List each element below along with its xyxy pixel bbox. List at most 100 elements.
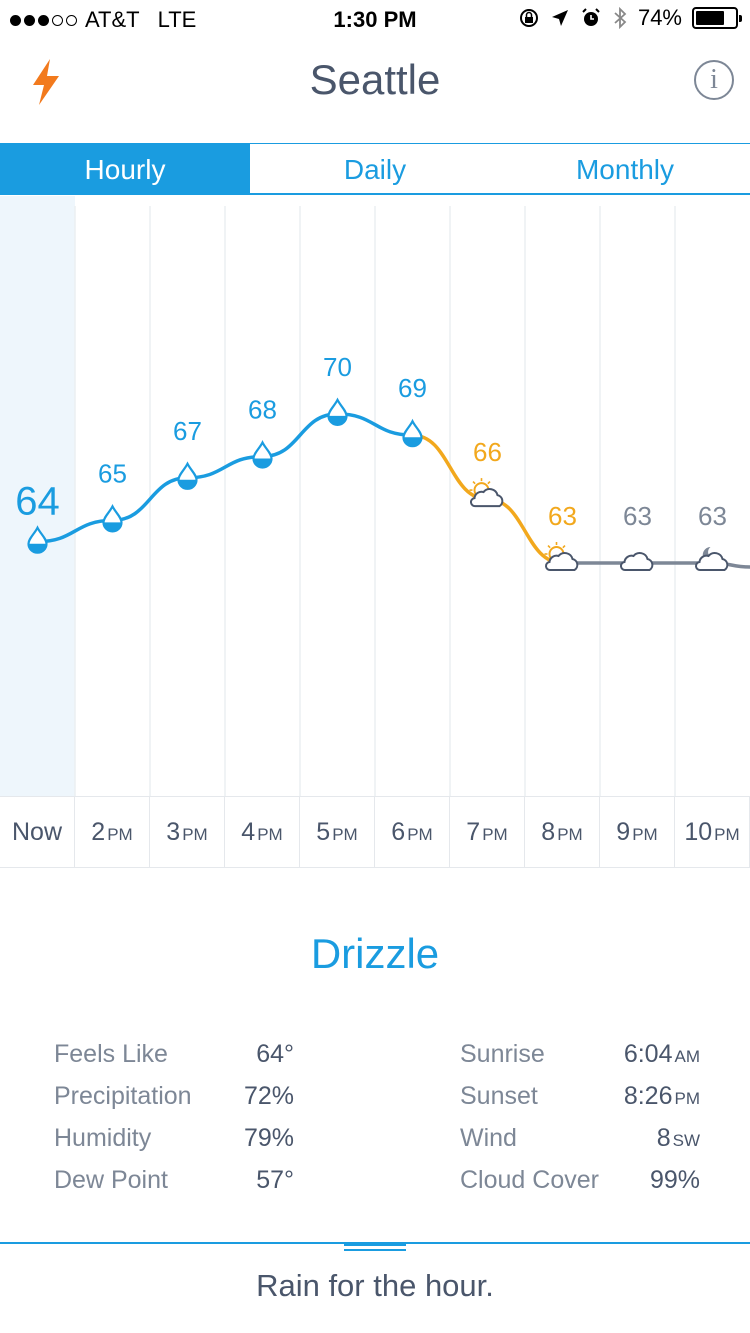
- drawer-handle-icon[interactable]: [344, 1244, 406, 1252]
- current-condition: Drizzle: [310, 930, 440, 977]
- hour-value: 8: [541, 818, 556, 846]
- hour-label[interactable]: 3 PM: [150, 797, 225, 867]
- raindrop-icon: [252, 440, 273, 469]
- hour-value: 2: [91, 818, 106, 846]
- hour-label[interactable]: 9 PM: [600, 797, 675, 867]
- info-icon[interactable]: i: [694, 60, 734, 100]
- hourly-chart[interactable]: 64 65 67 68 70 69 66 63 63 63 Now 2 PM 3 PM 4 PM 5 PM 6 PM 7…: [0, 196, 750, 869]
- temperature-line-segment: [262, 412, 338, 459]
- temperature-label: 67: [173, 416, 202, 446]
- status-bar: AT&T LTE 1:30 PM 74%: [0, 0, 750, 40]
- detail-row: Wind 8 SW: [460, 1119, 700, 1161]
- raindrop-icon: [102, 503, 123, 533]
- tab-hourly[interactable]: Hourly: [0, 144, 250, 193]
- detail-value-unit: AM: [674, 1047, 701, 1066]
- detail-row: Cloud Cover 99%: [460, 1161, 700, 1203]
- raindrop-icon: [27, 525, 48, 554]
- orientation-lock-icon: [519, 9, 538, 27]
- hour-labels-row: Now 2 PM 3 PM 4 PM 5 PM 6 PM 7 PM 8 PM 9 PM 10 PM: [0, 796, 750, 868]
- now-column-highlight: [0, 196, 75, 796]
- temperature-line-segment: [187, 454, 263, 480]
- detail-row: Feels Like 64°: [54, 1035, 294, 1077]
- hour-suffix: PM: [557, 825, 583, 844]
- hour-suffix: PM: [182, 825, 208, 844]
- app-header: Seattle i: [0, 40, 750, 140]
- detail-label: Cloud Cover: [460, 1166, 599, 1194]
- hour-label[interactable]: 4 PM: [225, 797, 300, 867]
- detail-label: Humidity: [54, 1124, 152, 1152]
- hour-label[interactable]: 6 PM: [375, 797, 450, 867]
- temperature-label: 64: [15, 480, 60, 524]
- detail-label: Precipitation: [54, 1082, 192, 1110]
- network-type: LTE: [157, 7, 197, 32]
- partly-cloudy-night-icon: [695, 547, 729, 571]
- hour-value: 5: [316, 818, 331, 846]
- detail-value-number: 6:04: [623, 1040, 673, 1068]
- detail-value-number: 99%: [649, 1166, 700, 1194]
- bluetooth-icon: [614, 6, 627, 30]
- temperature-label: 63: [623, 501, 652, 531]
- detail-value: 99%: [650, 1166, 700, 1195]
- hour-summary[interactable]: Rain for the hour.: [256, 1268, 494, 1303]
- hourly-temperature-graph: 64 65 67 68 70 69 66 63 63 63: [0, 196, 750, 796]
- hour-value: 4: [241, 818, 256, 846]
- temperature-label: 66: [473, 437, 502, 467]
- hour-label[interactable]: 5 PM: [300, 797, 375, 867]
- detail-value-number: 8:26: [623, 1082, 673, 1110]
- partly-cloudy-icon: [469, 478, 504, 508]
- detail-label: Dew Point: [54, 1166, 168, 1194]
- temperature-label: 65: [98, 458, 127, 488]
- detail-value-unit: PM: [674, 1089, 701, 1108]
- detail-row: Precipitation 72%: [54, 1077, 294, 1119]
- detail-value-number: 72%: [243, 1082, 294, 1110]
- temperature-line-segment: [37, 518, 113, 544]
- details-right-column: Sunrise 6:04 AM Sunset 8:26 PM Wind 8 SW Cloud Co…: [460, 1035, 700, 1203]
- hour-label[interactable]: 7 PM: [450, 797, 525, 867]
- raindrop-icon: [402, 418, 423, 448]
- hour-value: 9: [616, 818, 631, 846]
- detail-value-number: 64°: [256, 1040, 294, 1068]
- hour-suffix: PM: [407, 825, 433, 844]
- detail-row: Sunrise 6:04 AM: [460, 1035, 700, 1077]
- battery-percent: 74%: [637, 5, 682, 30]
- detail-label: Sunset: [460, 1082, 538, 1110]
- detail-value-number: 57°: [256, 1166, 294, 1194]
- hour-suffix: PM: [332, 825, 358, 844]
- tab-monthly[interactable]: Monthly: [575, 154, 675, 185]
- temperature-label: 63: [548, 501, 577, 531]
- temperature-label: 70: [323, 352, 352, 382]
- hour-label[interactable]: 2 PM: [75, 797, 150, 867]
- hour-suffix: PM: [632, 825, 658, 844]
- detail-row: Sunset 8:26 PM: [460, 1077, 700, 1119]
- detail-value: 8 SW: [657, 1124, 700, 1153]
- hour-suffix: PM: [714, 825, 740, 844]
- temperature-label: 68: [248, 395, 277, 425]
- battery-icon: [692, 7, 742, 29]
- hour-value: 7: [466, 818, 481, 846]
- hour-label[interactable]: 8 PM: [525, 797, 600, 867]
- hour-label[interactable]: Now: [0, 797, 75, 867]
- detail-row: Dew Point 57°: [54, 1161, 294, 1203]
- detail-label: Sunrise: [460, 1040, 545, 1068]
- lightning-bolt-icon[interactable]: [28, 58, 64, 106]
- footer-divider: [0, 1242, 750, 1244]
- detail-value: 72%: [244, 1082, 294, 1111]
- view-tabs: Hourly Daily Monthly: [0, 143, 750, 195]
- status-left: AT&T LTE: [10, 7, 196, 33]
- status-right: 74%: [518, 5, 742, 31]
- raindrop-icon: [177, 461, 198, 490]
- hour-label[interactable]: 10 PM: [675, 797, 750, 867]
- carrier-name: AT&T: [85, 7, 140, 32]
- detail-value: 8:26 PM: [624, 1082, 700, 1111]
- hour-value: 10: [684, 818, 713, 846]
- raindrop-icon: [327, 397, 348, 426]
- detail-value-number: 8: [656, 1124, 671, 1152]
- hour-suffix: PM: [482, 825, 508, 844]
- detail-value: 64°: [256, 1040, 294, 1069]
- temperature-line-segment: [112, 476, 188, 523]
- status-time: 1:30 PM: [333, 7, 417, 32]
- cloud-icon: [620, 552, 654, 571]
- signal-strength-icon: [10, 14, 77, 26]
- detail-label: Wind: [460, 1124, 517, 1152]
- tab-daily[interactable]: Daily: [343, 154, 407, 185]
